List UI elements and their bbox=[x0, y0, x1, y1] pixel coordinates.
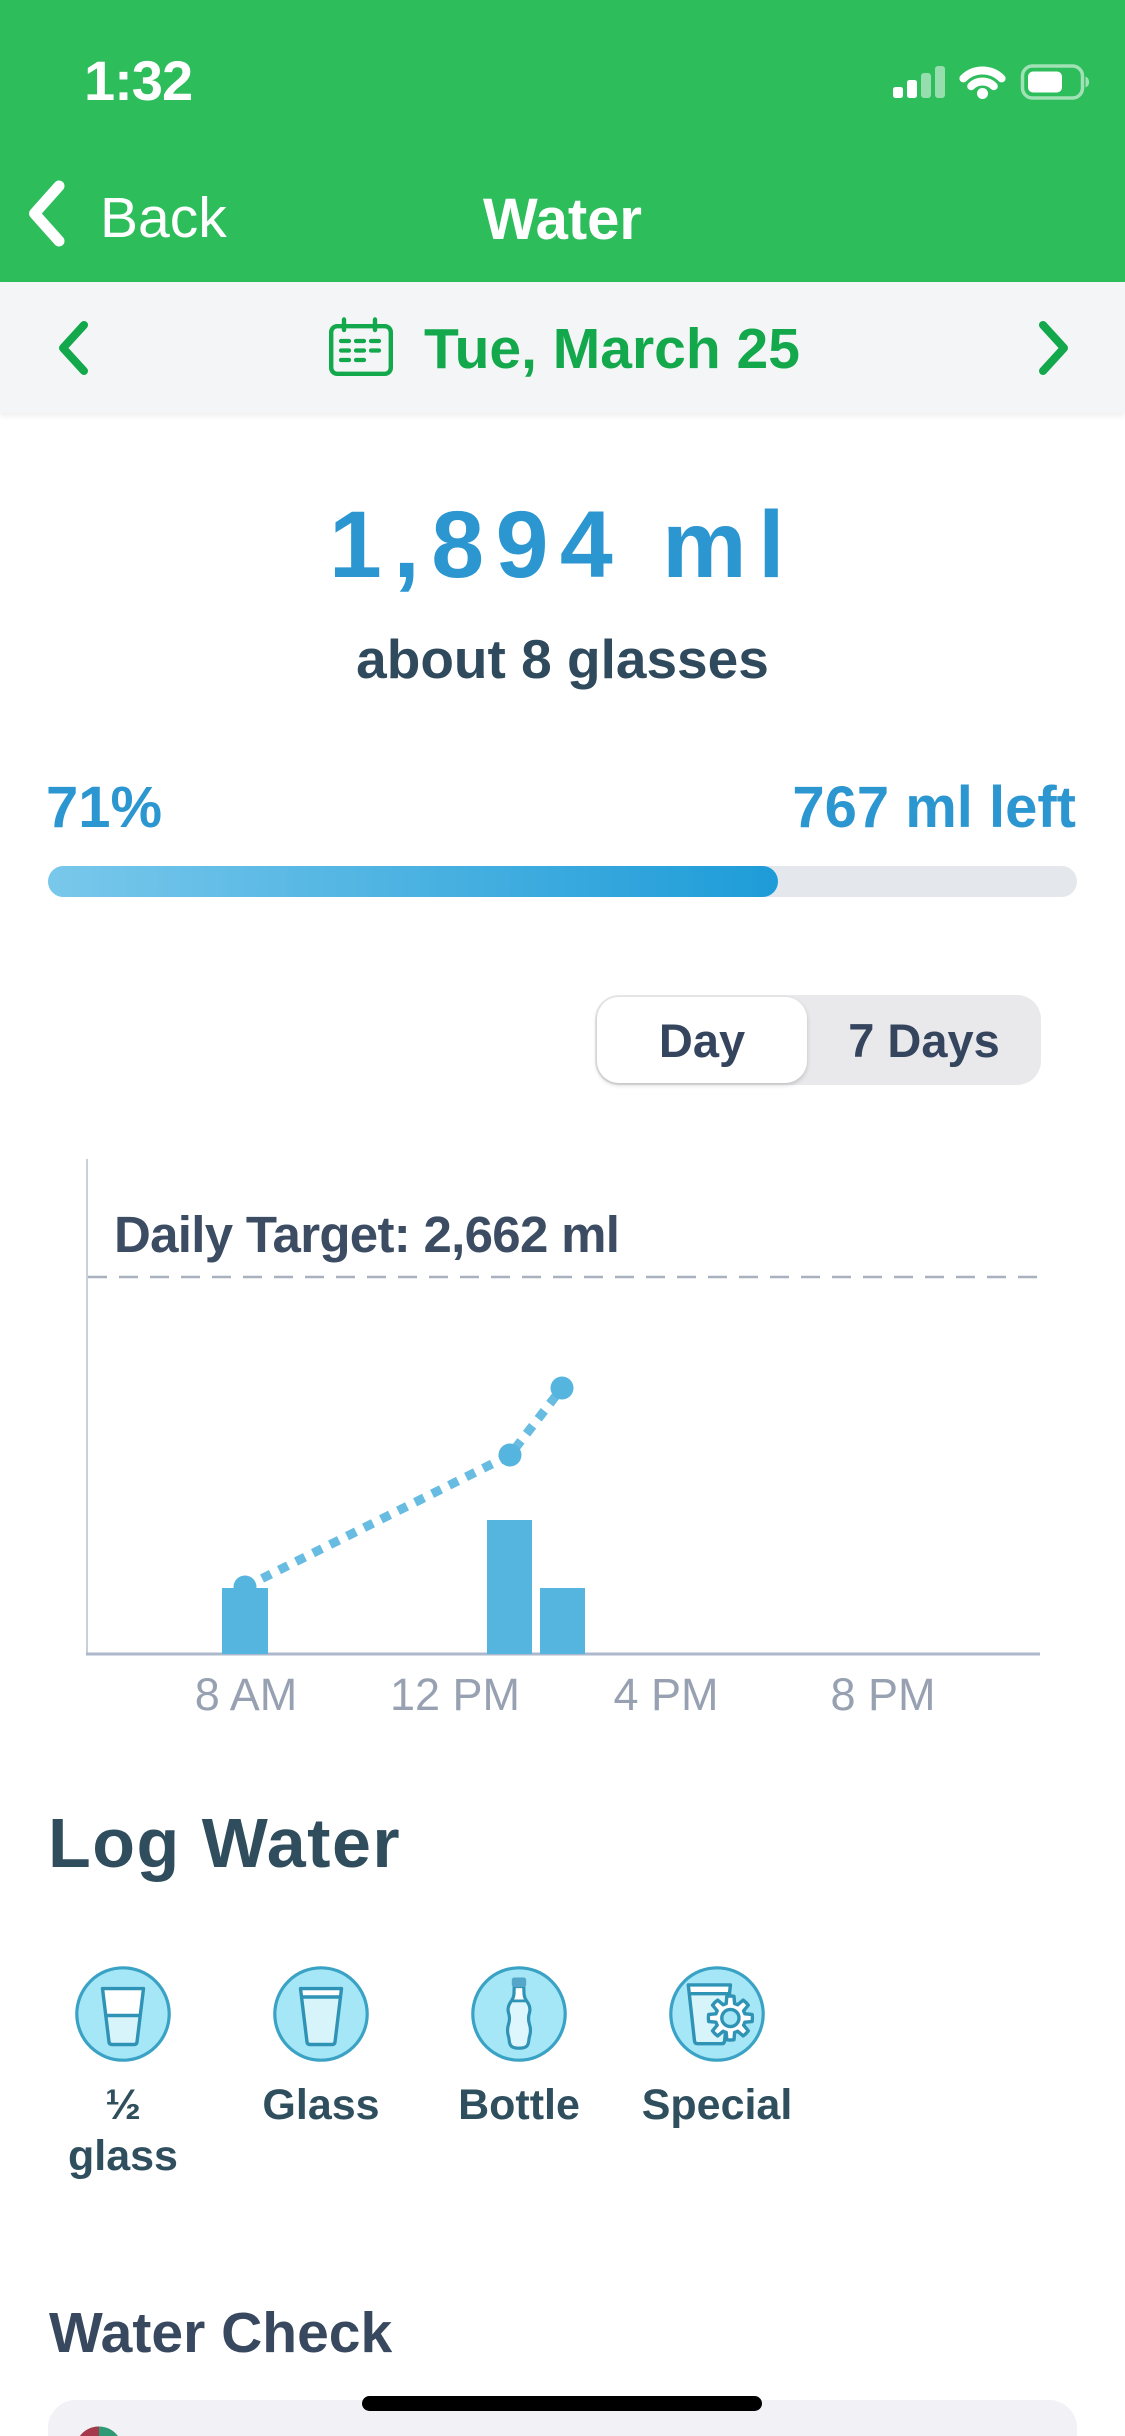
svg-text:8 AM: 8 AM bbox=[195, 1669, 298, 1720]
svg-text:Daily Target: 2,662 ml: Daily Target: 2,662 ml bbox=[114, 1206, 619, 1263]
svg-text:12 PM: 12 PM bbox=[390, 1669, 520, 1720]
svg-text:4 PM: 4 PM bbox=[613, 1669, 718, 1720]
svg-text:8 PM: 8 PM bbox=[830, 1669, 935, 1720]
